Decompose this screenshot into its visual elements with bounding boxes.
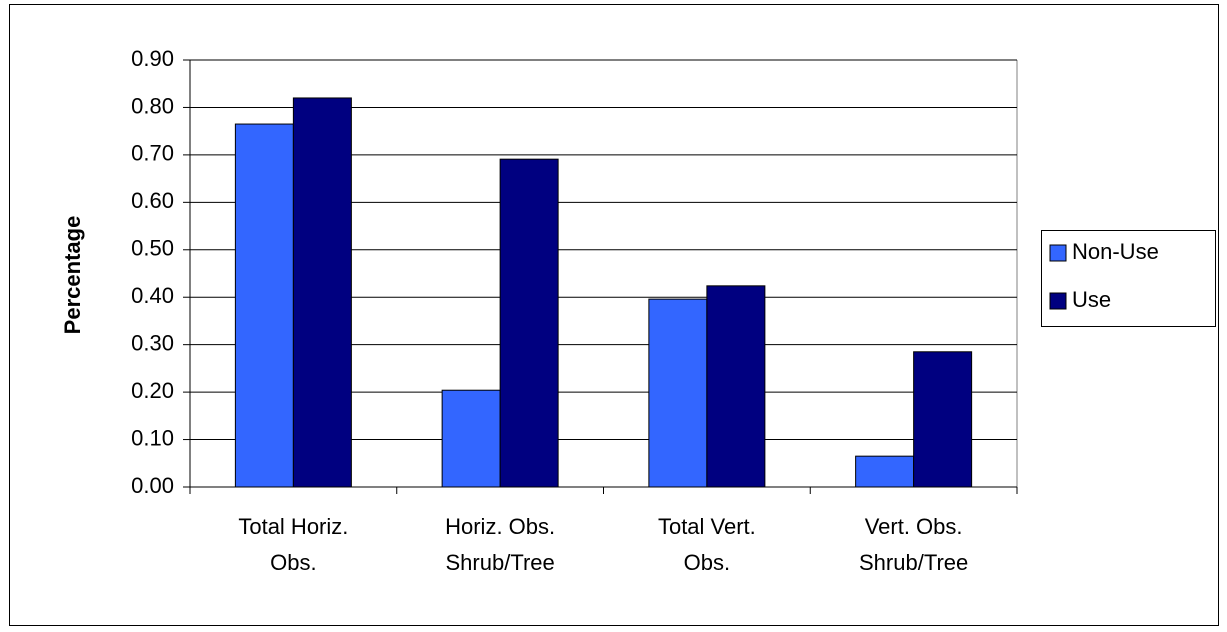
x-tick-label: Total Horiz. Obs. xyxy=(238,514,348,575)
y-tick-label: 0.70 xyxy=(131,141,174,166)
bar xyxy=(499,158,559,488)
bar xyxy=(292,97,352,488)
chart-border xyxy=(9,4,1219,626)
y-tick-label: 0.90 xyxy=(131,46,174,71)
y-tick-label: 0.20 xyxy=(131,378,174,403)
y-tick-label: 0.00 xyxy=(131,473,174,498)
bar xyxy=(234,123,294,488)
y-tick-label: 0.50 xyxy=(131,236,174,261)
y-tick-label: 0.40 xyxy=(131,283,174,308)
x-tick-label: Total Vert. Obs. xyxy=(658,514,756,575)
legend-label: Non-Use xyxy=(1072,239,1159,264)
y-tick-label: 0.30 xyxy=(131,330,174,355)
y-tick-label: 0.60 xyxy=(131,188,174,213)
y-axis-title: Percentage xyxy=(60,216,85,335)
legend-label: Use xyxy=(1072,287,1111,312)
bar xyxy=(441,389,501,488)
bar xyxy=(855,455,915,488)
bar xyxy=(913,351,973,488)
bar xyxy=(706,285,766,488)
x-tick-label: Horiz. Obs. Shrub/Tree xyxy=(445,514,555,575)
bar xyxy=(648,298,708,488)
y-tick-label: 0.80 xyxy=(131,93,174,118)
y-tick-label: 0.10 xyxy=(131,425,174,450)
legend-box xyxy=(1041,230,1216,327)
legend-swatch xyxy=(1049,292,1067,310)
legend-swatch xyxy=(1049,244,1067,262)
x-tick-label: Vert. Obs. Shrub/Tree xyxy=(859,514,968,575)
